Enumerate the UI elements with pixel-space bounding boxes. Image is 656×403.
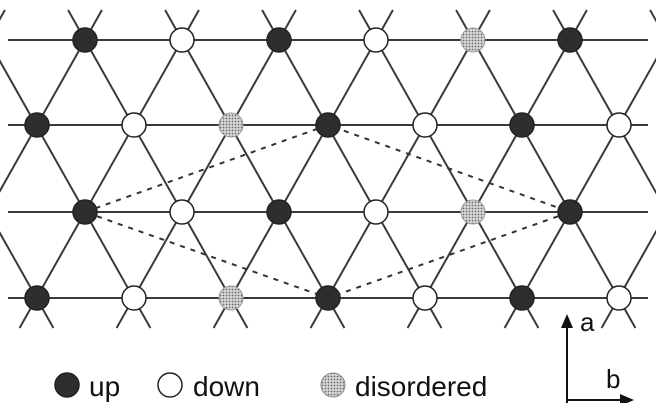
- site-disordered: [460, 199, 486, 225]
- lattice-sites: [24, 27, 632, 311]
- site-down: [606, 112, 632, 138]
- legend-item-up: up: [54, 371, 120, 402]
- legend: up down disordered: [54, 371, 487, 402]
- bond-diagonal-up: [0, 9, 6, 21]
- axis-b-label: b: [606, 364, 620, 394]
- bond-diagonal-up: [503, 57, 656, 329]
- legend-disordered-label: disordered: [355, 371, 487, 402]
- bond-diagonal-up: [406, 9, 588, 329]
- bond-diagonal-up: [309, 9, 491, 329]
- site-up: [315, 112, 341, 138]
- site-disordered: [218, 285, 244, 311]
- site-up: [557, 27, 583, 53]
- legend-disordered-marker: [320, 372, 346, 398]
- bond-diagonal-up: [115, 9, 297, 329]
- bond-diagonal-up: [0, 9, 103, 193]
- legend-item-disordered: disordered: [320, 371, 487, 402]
- bond-diagonal-up: [600, 229, 656, 329]
- lattice-bonds: [0, 9, 656, 329]
- site-down: [169, 27, 195, 53]
- axis-a-arrowhead: [561, 314, 573, 328]
- site-disordered: [460, 27, 486, 53]
- bond-diagonal-up: [212, 9, 394, 329]
- site-down: [121, 285, 147, 311]
- bond-diagonal-down: [552, 9, 656, 195]
- site-down: [412, 285, 438, 311]
- site-down: [606, 285, 632, 311]
- site-up: [315, 285, 341, 311]
- axis-indicator: a b: [561, 307, 634, 403]
- bond-diagonal-down: [67, 9, 249, 329]
- site-up: [72, 27, 98, 53]
- legend-up-label: up: [89, 371, 120, 402]
- site-disordered: [218, 112, 244, 138]
- site-down: [363, 27, 389, 53]
- site-down: [169, 199, 195, 225]
- axis-b-arrowhead: [620, 394, 634, 403]
- supercell-outline: [82, 123, 573, 300]
- supercell-dotted-outline: [82, 123, 573, 300]
- site-down: [412, 112, 438, 138]
- site-down: [363, 199, 389, 225]
- site-up: [24, 112, 50, 138]
- site-up: [72, 199, 98, 225]
- site-up: [509, 285, 535, 311]
- site-up: [266, 199, 292, 225]
- site-up: [24, 285, 50, 311]
- legend-down-label: down: [193, 371, 260, 402]
- site-up: [509, 112, 535, 138]
- legend-down-marker: [157, 372, 183, 398]
- bond-diagonal-down: [649, 9, 656, 23]
- bond-diagonal-down: [164, 9, 346, 329]
- bond-diagonal-up: [18, 9, 200, 329]
- bond-diagonal-down: [455, 9, 637, 329]
- bond-diagonal-down: [261, 9, 443, 329]
- legend-up-marker: [54, 372, 80, 398]
- site-up: [557, 199, 583, 225]
- site-up: [266, 27, 292, 53]
- axis-a-label: a: [580, 307, 595, 337]
- bond-diagonal-down: [0, 59, 152, 329]
- legend-item-down: down: [157, 371, 260, 402]
- site-down: [121, 112, 147, 138]
- bond-diagonal-down: [0, 231, 55, 329]
